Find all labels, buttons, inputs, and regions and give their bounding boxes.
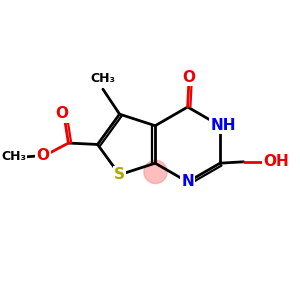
Text: O: O	[37, 148, 50, 163]
Circle shape	[144, 160, 167, 184]
Text: O: O	[56, 106, 68, 122]
Text: CH₃: CH₃	[90, 72, 116, 85]
Text: OH: OH	[263, 154, 289, 169]
Text: N: N	[181, 174, 194, 189]
Text: S: S	[114, 167, 125, 182]
Text: O: O	[182, 70, 196, 85]
Text: CH₃: CH₃	[1, 150, 26, 164]
Text: NH: NH	[211, 118, 236, 133]
